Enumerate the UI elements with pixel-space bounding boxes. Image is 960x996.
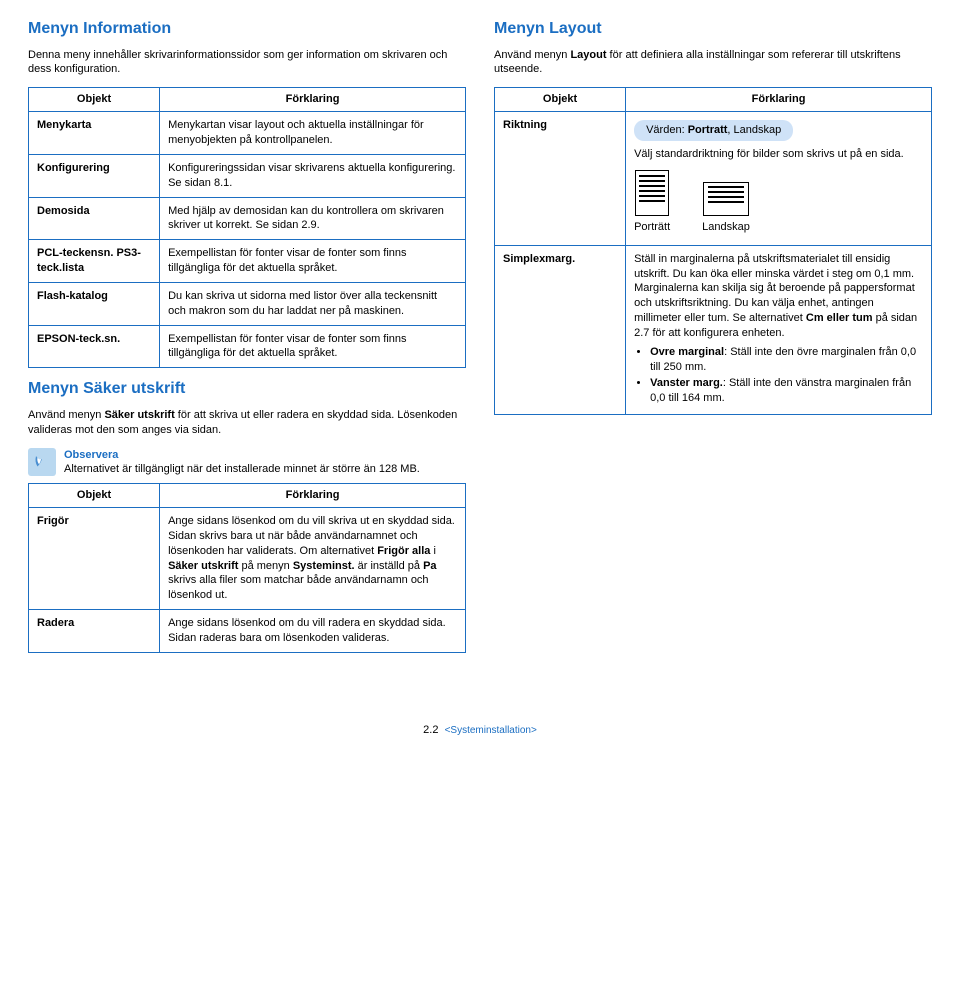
- row-label: Menykarta: [29, 112, 160, 155]
- table-row: MenykartaMenykartan visar layout och akt…: [29, 112, 466, 155]
- row-body: Konfigureringssidan visar skrivarens akt…: [160, 154, 466, 197]
- riktning-text: Välj standardriktning för bilder som skr…: [634, 147, 923, 162]
- portrait-label: Porträtt: [634, 220, 670, 235]
- list-item: Vanster marg.: Ställ inte den vänstra ma…: [650, 376, 923, 406]
- info-intro: Denna meny innehåller skrivarinformation…: [28, 48, 466, 78]
- row-body: Ange sidans lösenkod om du vill skriva u…: [160, 508, 466, 610]
- row-body: Ange sidans lösenkod om du vill radera e…: [160, 610, 466, 653]
- layout-title: Menyn Layout: [494, 18, 932, 40]
- table-row: EPSON-teck.sn.Exempellistan för fonter v…: [29, 325, 466, 368]
- note-text: Observera Alternativet är tillgängligt n…: [64, 448, 420, 478]
- secure-th-forklaring: Förklaring: [160, 484, 466, 508]
- secure-intro: Använd menyn Säker utskrift för att skri…: [28, 408, 466, 438]
- note-heading: Observera: [64, 449, 118, 461]
- landscape-icon: [703, 182, 749, 216]
- simplex-body: Ställ in marginalerna på utskriftsmateri…: [626, 245, 932, 414]
- table-row: Riktning Värden: Portratt, Landskap Välj…: [495, 112, 932, 246]
- layout-th-forklaring: Förklaring: [626, 88, 932, 112]
- secure-th-objekt: Objekt: [29, 484, 160, 508]
- orientation-icons: Porträtt Landskap: [634, 170, 923, 235]
- portrait-icon: [635, 170, 669, 216]
- left-column: Menyn Information Denna meny innehåller …: [28, 18, 466, 663]
- row-label: Konfigurering: [29, 154, 160, 197]
- simplex-text: Ställ in marginalerna på utskriftsmateri…: [634, 252, 923, 341]
- table-row: FrigörAnge sidans lösenkod om du vill sk…: [29, 508, 466, 610]
- right-column: Menyn Layout Använd menyn Layout för att…: [494, 18, 932, 663]
- riktning-body: Värden: Portratt, Landskap Välj standard…: [626, 112, 932, 246]
- footer-page: 2.2: [423, 724, 438, 736]
- table-row: Flash-katalogDu kan skriva ut sidorna me…: [29, 282, 466, 325]
- riktning-pill: Värden: Portratt, Landskap: [634, 120, 793, 141]
- row-label: PCL-teckensn. PS3-teck.lista: [29, 240, 160, 283]
- row-label: EPSON-teck.sn.: [29, 325, 160, 368]
- info-th-forklaring: Förklaring: [160, 88, 466, 112]
- secure-title: Menyn Säker utskrift: [28, 378, 466, 400]
- simplex-bullets: Ovre marginal: Ställ inte den övre margi…: [634, 345, 923, 406]
- footer-section: <Systeminstallation>: [445, 725, 537, 736]
- page-footer: 2.2 <Systeminstallation>: [28, 723, 932, 738]
- info-title: Menyn Information: [28, 18, 466, 40]
- row-label: Frigör: [29, 508, 160, 610]
- landscape-block: Landskap: [702, 182, 750, 235]
- portrait-block: Porträtt: [634, 170, 670, 235]
- table-row: DemosidaMed hjälp av demosidan kan du ko…: [29, 197, 466, 240]
- row-body: Du kan skriva ut sidorna med listor över…: [160, 282, 466, 325]
- table-row: PCL-teckensn. PS3-teck.listaExempellista…: [29, 240, 466, 283]
- landscape-label: Landskap: [702, 220, 750, 235]
- info-th-objekt: Objekt: [29, 88, 160, 112]
- row-label: Demosida: [29, 197, 160, 240]
- note-block: Observera Alternativet är tillgängligt n…: [28, 448, 466, 478]
- layout-intro: Använd menyn Layout för att definiera al…: [494, 48, 932, 78]
- row-body: Exempellistan för fonter visar de fonter…: [160, 240, 466, 283]
- row-body: Menykartan visar layout och aktuella ins…: [160, 112, 466, 155]
- layout-th-objekt: Objekt: [495, 88, 626, 112]
- table-row: KonfigureringKonfigureringssidan visar s…: [29, 154, 466, 197]
- row-body: Exempellistan för fonter visar de fonter…: [160, 325, 466, 368]
- info-table: Objekt Förklaring MenykartaMenykartan vi…: [28, 87, 466, 368]
- table-row: Simplexmarg. Ställ in marginalerna på ut…: [495, 245, 932, 414]
- row-label: Radera: [29, 610, 160, 653]
- row-body: Med hjälp av demosidan kan du kontroller…: [160, 197, 466, 240]
- note-body: Alternativet är tillgängligt när det ins…: [64, 463, 420, 475]
- table-row: RaderaAnge sidans lösenkod om du vill ra…: [29, 610, 466, 653]
- two-column-layout: Menyn Information Denna meny innehåller …: [28, 18, 932, 663]
- riktning-label: Riktning: [495, 112, 626, 246]
- layout-table: Objekt Förklaring Riktning Värden: Portr…: [494, 87, 932, 415]
- list-item: Ovre marginal: Ställ inte den övre margi…: [650, 345, 923, 375]
- secure-table: Objekt Förklaring FrigörAnge sidans löse…: [28, 483, 466, 653]
- note-icon: [28, 448, 56, 476]
- simplex-label: Simplexmarg.: [495, 245, 626, 414]
- row-label: Flash-katalog: [29, 282, 160, 325]
